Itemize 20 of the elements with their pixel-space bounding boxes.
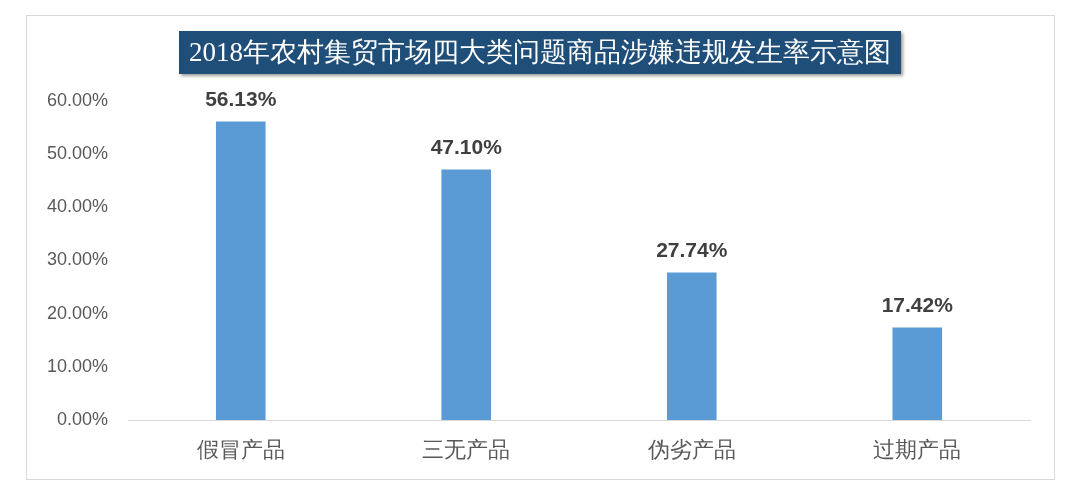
bar (666, 272, 717, 420)
x-tick-label: 三无产品 (422, 437, 511, 463)
data-label: 17.42% (881, 292, 954, 316)
x-tick-label: 过期产品 (873, 437, 962, 463)
x-tick-label: 伪劣产品 (647, 437, 736, 463)
y-tick-label: 10.00% (46, 355, 108, 376)
y-tick-label: 0.00% (56, 408, 108, 429)
y-tick-label: 60.00% (46, 89, 108, 110)
y-tick-label: 20.00% (46, 302, 108, 323)
y-tick-label: 50.00% (46, 143, 108, 164)
bar (892, 327, 943, 420)
x-tick-label: 假冒产品 (196, 437, 285, 463)
y-tick-label: 30.00% (46, 249, 108, 270)
chart-title: 2018年农村集贸市场四大类问题商品涉嫌违规发生率示意图 (179, 31, 901, 74)
bar (441, 169, 492, 420)
data-label: 47.10% (430, 134, 503, 158)
bar (215, 121, 266, 420)
data-label: 56.13% (205, 86, 277, 110)
y-tick-label: 40.00% (46, 196, 108, 217)
data-label: 27.74% (656, 237, 728, 261)
